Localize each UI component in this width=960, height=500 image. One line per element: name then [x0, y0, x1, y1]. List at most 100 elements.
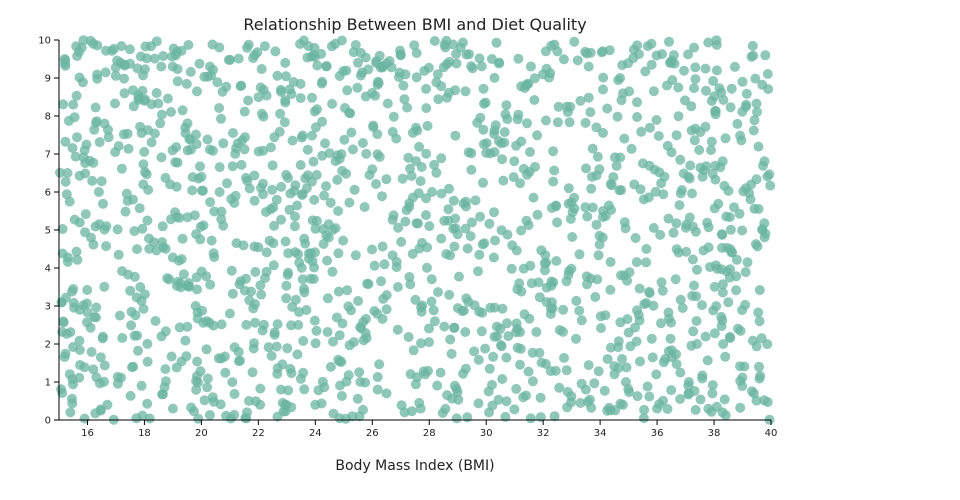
data-point	[193, 173, 204, 184]
data-point	[549, 411, 560, 422]
data-point	[181, 351, 192, 362]
data-point	[658, 189, 669, 200]
data-point	[518, 163, 529, 174]
data-point	[120, 206, 131, 217]
data-point	[276, 181, 287, 192]
data-point	[371, 58, 382, 69]
data-point	[726, 83, 737, 94]
data-point	[523, 78, 534, 89]
data-point	[316, 398, 327, 409]
data-point	[180, 335, 191, 346]
data-point	[564, 117, 575, 128]
data-point	[157, 221, 168, 232]
data-point	[342, 285, 353, 296]
data-point	[144, 233, 154, 244]
data-point	[295, 93, 306, 104]
data-point	[583, 61, 594, 72]
data-point	[500, 411, 511, 422]
data-point	[708, 76, 719, 86]
data-point	[239, 144, 250, 155]
data-point	[337, 318, 348, 329]
data-point	[110, 98, 120, 109]
data-point	[620, 223, 631, 234]
data-point	[758, 160, 768, 171]
data-point	[201, 271, 212, 282]
data-point	[361, 148, 372, 159]
data-point	[307, 256, 318, 267]
data-point	[473, 354, 484, 365]
data-point	[309, 315, 320, 326]
data-point	[476, 61, 487, 72]
data-point	[160, 326, 171, 337]
data-point	[529, 95, 540, 105]
data-point	[450, 130, 461, 141]
data-point	[405, 279, 416, 290]
data-point	[61, 328, 72, 339]
data-point	[639, 404, 650, 415]
data-point	[593, 366, 604, 377]
data-point	[706, 145, 716, 156]
data-point	[98, 198, 108, 209]
data-point	[198, 220, 209, 231]
data-point	[352, 82, 363, 93]
data-point	[269, 220, 280, 231]
data-point	[293, 249, 304, 260]
data-point	[717, 287, 728, 298]
data-point	[706, 136, 717, 147]
data-point	[353, 296, 364, 306]
data-point	[74, 46, 85, 57]
y-tick-label: 5	[45, 226, 51, 237]
data-point	[252, 47, 263, 58]
data-point	[598, 127, 608, 138]
data-point	[506, 263, 517, 274]
data-point	[280, 236, 291, 247]
data-point	[219, 351, 230, 362]
data-point	[484, 218, 495, 229]
data-point	[353, 57, 363, 68]
data-point	[444, 56, 455, 67]
data-point	[508, 172, 519, 183]
data-point	[491, 321, 502, 332]
data-point	[748, 125, 759, 136]
data-point	[409, 40, 420, 51]
data-point	[497, 374, 508, 384]
data-point	[558, 54, 569, 65]
data-point	[187, 185, 198, 196]
data-point	[462, 243, 473, 254]
data-point	[707, 168, 718, 179]
y-tick-label: 9	[45, 74, 51, 85]
data-point	[79, 362, 90, 373]
data-point	[123, 143, 134, 154]
x-tick-label: 32	[537, 428, 550, 439]
data-point	[687, 221, 698, 232]
data-point	[582, 396, 593, 407]
data-point	[465, 231, 476, 242]
data-point	[71, 90, 82, 101]
data-point	[112, 378, 123, 389]
y-tick-label: 1	[45, 378, 51, 389]
data-point	[240, 132, 250, 143]
data-point	[359, 202, 370, 212]
data-point	[610, 405, 621, 416]
data-point	[182, 321, 193, 332]
data-point	[618, 88, 628, 99]
data-point	[721, 266, 732, 277]
data-point	[511, 245, 522, 256]
data-point	[485, 302, 496, 313]
data-point	[431, 77, 442, 88]
data-point	[244, 396, 254, 406]
data-point	[74, 335, 85, 346]
data-point	[172, 46, 183, 57]
data-point	[112, 55, 123, 66]
data-point	[737, 225, 748, 236]
data-point	[74, 345, 85, 355]
data-point	[644, 391, 655, 402]
data-point	[160, 172, 171, 183]
data-point	[202, 382, 213, 393]
data-point	[156, 152, 167, 163]
data-point	[393, 222, 404, 233]
data-point	[630, 322, 640, 333]
data-point	[580, 202, 591, 213]
data-point	[151, 88, 162, 98]
data-point	[317, 116, 328, 127]
